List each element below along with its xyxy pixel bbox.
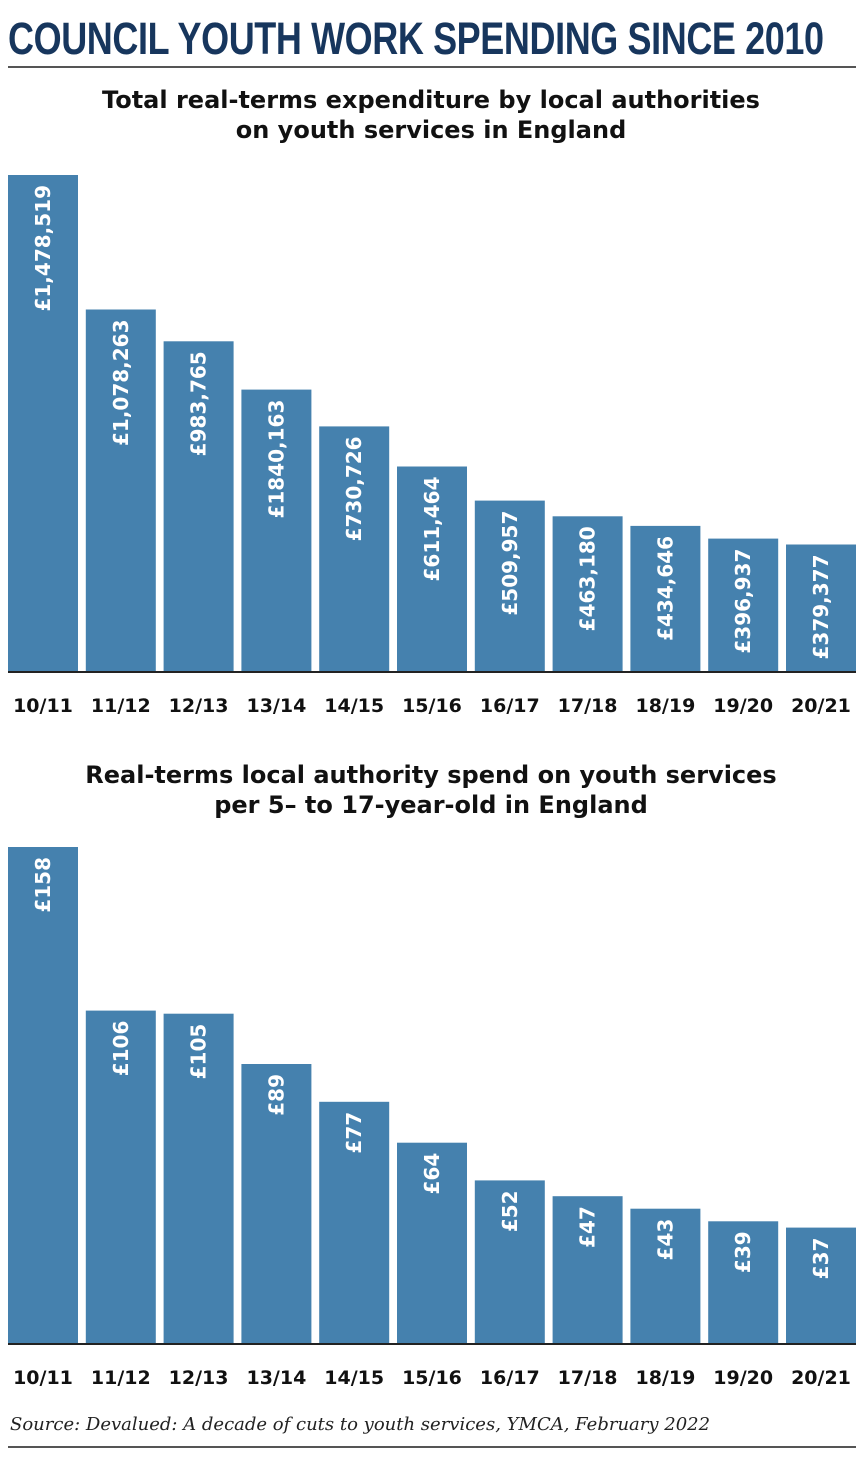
bar-19-20: [708, 1221, 779, 1344]
bar-value-label: £1,478,519: [31, 185, 55, 312]
x-tick-label: 13/14: [246, 695, 306, 717]
x-tick-label: 11/12: [91, 695, 151, 717]
bar-13-14: [241, 389, 312, 672]
chart-2-title-line-1: Real-terms local authority spend on yout…: [85, 761, 777, 789]
bar-value-label: £105: [187, 1024, 211, 1080]
bar-18-19: [630, 525, 701, 672]
bar-16-17: [474, 500, 545, 672]
bar-13-14: [241, 1064, 312, 1344]
bar-11-12: [85, 309, 156, 672]
bar-value-label: £1,078,263: [109, 320, 133, 447]
bar-value-label: £64: [420, 1153, 444, 1195]
bar-value-label: £39: [731, 1231, 755, 1273]
bar-17-18: [552, 1196, 623, 1344]
x-tick-label: 15/16: [402, 1367, 462, 1389]
headline: COUNCIL YOUTH WORK SPENDING SINCE 2010: [8, 13, 824, 64]
x-tick-label: 20/21: [791, 1367, 851, 1389]
x-tick-label: 10/11: [13, 1367, 73, 1389]
x-tick-label: 12/13: [169, 695, 229, 717]
bar-16-17: [474, 1180, 545, 1344]
x-tick-label: 16/17: [480, 1367, 540, 1389]
bar-value-label: £106: [109, 1021, 133, 1077]
total-expenditure-bar-chart: £1,478,519 10/11 £1,078,263 11/12 £983,765 12…: [8, 175, 856, 717]
x-tick-label: 14/15: [324, 1367, 384, 1389]
bar-value-label: £89: [264, 1074, 288, 1116]
x-tick-label: 18/19: [635, 695, 695, 717]
x-tick-label: 13/14: [246, 1367, 306, 1389]
x-tick-label: 17/18: [558, 695, 618, 717]
bar-10-11: [8, 175, 78, 672]
chart-1-title-line-1: Total real-terms expenditure by local au…: [102, 86, 760, 114]
x-tick-label: 19/20: [713, 695, 773, 717]
bar-14-15: [319, 426, 390, 672]
x-tick-label: 17/18: [558, 1367, 618, 1389]
x-tick-label: 14/15: [324, 695, 384, 717]
bar-value-label: £611,464: [420, 477, 444, 582]
bar-value-label: £43: [653, 1219, 677, 1261]
chart-2-title: Real-terms local authority spend on yout…: [0, 760, 862, 820]
headline-rule: [8, 66, 856, 68]
x-tick-label: 19/20: [713, 1367, 773, 1389]
bar-15-16: [397, 1142, 467, 1344]
bar-value-label: £77: [342, 1112, 366, 1154]
bar-12-13: [163, 1013, 234, 1344]
chart-1-title: Total real-terms expenditure by local au…: [0, 85, 862, 145]
x-tick-label: 18/19: [635, 1367, 695, 1389]
x-tick-label: 15/16: [402, 695, 462, 717]
bar-18-19: [630, 1208, 701, 1344]
bar-20-21: [786, 1227, 856, 1344]
bar-value-label: £509,957: [498, 511, 522, 616]
bar-15-16: [397, 466, 467, 672]
x-tick-label: 20/21: [791, 695, 851, 717]
bar-value-label: £52: [498, 1190, 522, 1232]
bar-value-label: £1840,163: [264, 400, 288, 519]
x-tick-label: 10/11: [13, 695, 73, 717]
bar-value-label: £730,726: [342, 436, 366, 541]
bar-11-12: [85, 1010, 156, 1344]
x-tick-label: 12/13: [169, 1367, 229, 1389]
bar-value-label: £37: [809, 1238, 833, 1280]
chart-2-title-line-2: per 5– to 17-year-old in England: [214, 791, 648, 819]
bar-value-label: £396,937: [731, 549, 755, 654]
bar-19-20: [708, 538, 779, 672]
bar-value-label: £434,646: [653, 536, 677, 641]
chart-1-title-line-2: on youth services in England: [235, 116, 627, 144]
bar-value-label: £158: [31, 857, 55, 913]
bar-value-label: £463,180: [576, 526, 600, 631]
source-note: Source: Devalued: A decade of cuts to yo…: [10, 1414, 711, 1435]
bar-value-label: £47: [576, 1206, 600, 1248]
bar-17-18: [552, 516, 623, 672]
footer-rule: [8, 1446, 856, 1448]
bar-14-15: [319, 1101, 390, 1344]
bar-value-label: £379,377: [809, 555, 833, 660]
x-tick-label: 11/12: [91, 1367, 151, 1389]
per-capita-spend-bar-chart: £158 10/11 £106 11/12 £105 12/13 £89 13/14 £77 14…: [8, 847, 856, 1389]
bar-10-11: [8, 847, 78, 1344]
x-tick-label: 16/17: [480, 695, 540, 717]
bar-12-13: [163, 341, 234, 672]
bar-20-21: [786, 544, 856, 672]
bar-value-label: £983,765: [187, 351, 211, 456]
